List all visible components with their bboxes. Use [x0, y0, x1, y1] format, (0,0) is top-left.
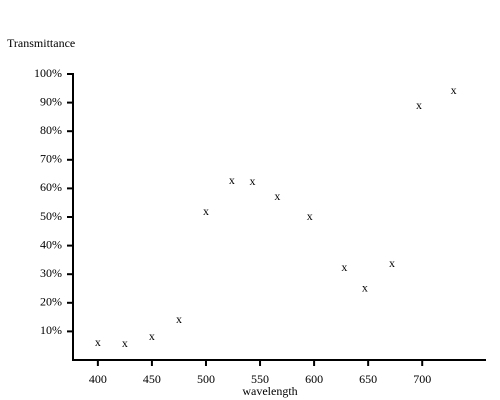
- x-tick-label: 700: [413, 372, 431, 386]
- y-tick-label: 80%: [40, 123, 62, 137]
- data-point: x: [95, 335, 101, 349]
- y-tick-label: 100%: [34, 66, 62, 80]
- data-point: x: [389, 256, 395, 270]
- y-tick-label: 70%: [40, 152, 62, 166]
- data-point: x: [149, 329, 155, 343]
- y-tick-label: 10%: [40, 323, 62, 337]
- data-point: x: [362, 280, 368, 294]
- data-point: x: [249, 174, 255, 188]
- data-point: x: [203, 204, 209, 218]
- data-point: x: [451, 83, 457, 97]
- x-axis-label: wavelength: [242, 384, 297, 398]
- data-point: x: [176, 312, 182, 326]
- x-tick-label: 500: [197, 372, 215, 386]
- x-tick-label: 400: [89, 372, 107, 386]
- data-point: x: [229, 173, 235, 187]
- x-tick-label: 600: [305, 372, 323, 386]
- y-tick-label: 60%: [40, 180, 62, 194]
- y-tick-label: 90%: [40, 94, 62, 108]
- data-point: x: [307, 209, 313, 223]
- data-point: x: [416, 98, 422, 112]
- x-tick-label: 450: [143, 372, 161, 386]
- y-tick-label: 50%: [40, 209, 62, 223]
- y-tick-label: 20%: [40, 295, 62, 309]
- y-tick-label: 40%: [40, 237, 62, 251]
- data-point: x: [274, 189, 280, 203]
- x-tick-label: 550: [251, 372, 269, 386]
- data-point: x: [341, 260, 347, 274]
- x-tick-label: 650: [359, 372, 377, 386]
- chart-title: Transmittance: [7, 36, 75, 50]
- y-tick-label: 30%: [40, 266, 62, 280]
- data-point: x: [122, 336, 128, 350]
